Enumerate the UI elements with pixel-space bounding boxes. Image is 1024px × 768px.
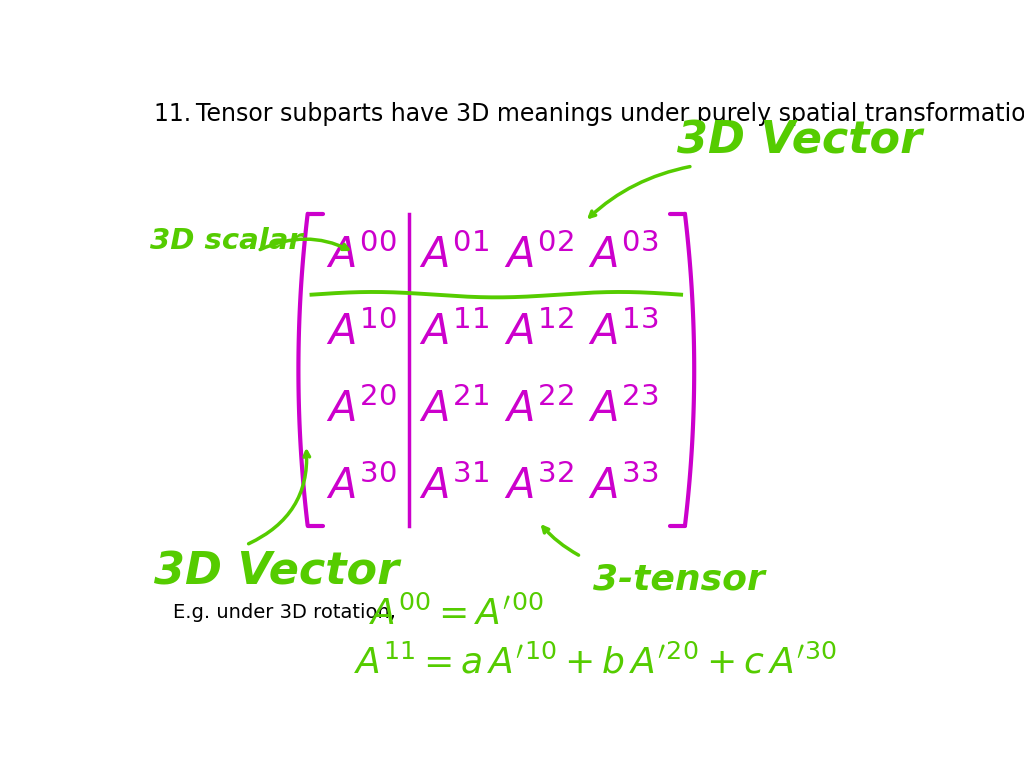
Text: $\mathit{A}^{20}$: $\mathit{A}^{20}$ [327,389,397,432]
Text: $\mathit{A}^{23}$: $\mathit{A}^{23}$ [588,389,658,432]
Text: $\mathit{A}^{30}$: $\mathit{A}^{30}$ [327,466,397,508]
Text: $\mathit{A}^{00} = \mathit{A}'^{00}$: $\mathit{A}^{00} = \mathit{A}'^{00}$ [370,596,544,632]
Text: $\mathit{A}^{12}$: $\mathit{A}^{12}$ [504,312,573,354]
Text: $\mathit{A}^{13}$: $\mathit{A}^{13}$ [588,312,658,354]
Text: 3D Vector: 3D Vector [154,551,398,594]
Text: $\mathit{A}^{11}$: $\mathit{A}^{11}$ [419,312,489,354]
Text: $\mathit{A}^{03}$: $\mathit{A}^{03}$ [588,235,658,277]
Text: 11. Tensor subparts have 3D meanings under purely spatial transformations: 11. Tensor subparts have 3D meanings und… [154,102,1024,126]
Text: $\mathit{A}^{10}$: $\mathit{A}^{10}$ [327,312,397,354]
Text: $\mathit{A}^{02}$: $\mathit{A}^{02}$ [504,235,573,277]
Text: $\mathit{A}^{32}$: $\mathit{A}^{32}$ [504,466,573,508]
Text: 3D scalar: 3D scalar [150,227,302,255]
Text: $\mathit{A}^{21}$: $\mathit{A}^{21}$ [419,389,489,432]
Text: E.g. under 3D rotation,: E.g. under 3D rotation, [173,603,396,622]
Text: 3D Vector: 3D Vector [677,119,923,162]
Text: $\mathit{A}^{00}$: $\mathit{A}^{00}$ [327,235,397,277]
Text: $\mathit{A}^{31}$: $\mathit{A}^{31}$ [419,466,489,508]
Text: $\mathit{A}^{11} = a\,\mathit{A}'^{10} + b\,\mathit{A}'^{20} + c\,\mathit{A}'^{3: $\mathit{A}^{11} = a\,\mathit{A}'^{10} +… [354,644,837,680]
Text: 3-tensor: 3-tensor [593,563,765,597]
Text: $\mathit{A}^{33}$: $\mathit{A}^{33}$ [588,466,658,508]
Text: $\mathit{A}^{01}$: $\mathit{A}^{01}$ [419,235,489,277]
Text: $\mathit{A}^{22}$: $\mathit{A}^{22}$ [504,389,573,432]
